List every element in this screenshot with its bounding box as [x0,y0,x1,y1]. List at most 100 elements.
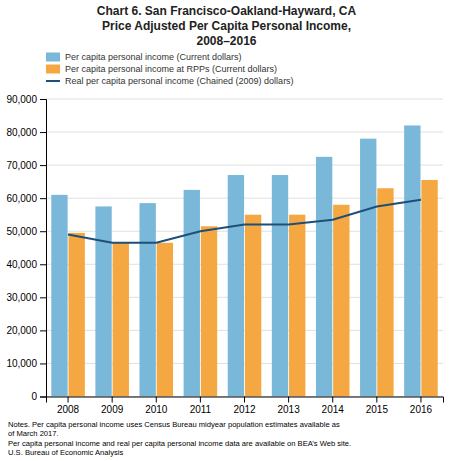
tick-mark [40,297,46,298]
tick-label: 2016 [410,404,433,415]
legend-item: Real per capita personal income (Chained… [46,76,294,86]
bar [201,226,217,396]
tick-label: 2014 [322,404,345,415]
tick: 2013 [277,397,300,415]
tick-label: 2008 [57,404,80,415]
annotation: Per capita personal income and real per … [8,439,351,448]
tick-label: 2012 [233,404,256,415]
bar [316,157,332,397]
tick-mark [420,397,421,403]
y-axis: 0 10,000 20,000 30,000 40,000 50,000 60,000 70,… [6,94,46,403]
tick: 20,000 [6,325,46,336]
tick-label: 60,000 [6,193,37,204]
tick: 2016 [410,397,433,415]
grid-line [46,99,443,100]
grid-line [46,132,443,133]
legend-label: Real per capita personal income (Chained… [65,76,294,86]
bar [95,206,111,396]
grid-line [46,165,443,166]
tick: 60,000 [6,193,46,204]
plot: 0 10,000 20,000 30,000 40,000 50,000 60,000 70,… [6,94,443,415]
tick-mark [40,99,46,100]
legend-label: Per capita personal income at RPPs (Curr… [65,64,277,74]
tick-mark [40,165,46,166]
legend-item: Per capita personal income (Current doll… [46,52,242,62]
grid [46,99,443,397]
legend-swatch [46,80,60,82]
tick-mark [40,363,46,364]
bar [228,175,244,396]
tick-label: 80,000 [6,127,37,138]
bar [51,195,67,397]
tick-mark [40,231,46,232]
annotation: U.S. Bureau of Economic Analysis [8,448,123,457]
tick-label: 90,000 [6,94,37,105]
tick-mark [40,198,46,199]
tick-label: 50,000 [6,226,37,237]
tick-mark [40,264,46,265]
tick: 40,000 [6,259,46,270]
line [68,200,421,243]
tick-mark [68,397,69,403]
tick: 50,000 [6,226,46,237]
tick: 10,000 [6,358,46,369]
bar [157,243,173,397]
tick-label: 2015 [366,404,389,415]
tick-label: 0 [31,391,37,402]
tick: 2014 [322,397,345,415]
tick-mark [288,397,289,403]
legend-item: Per capita personal income at RPPs (Curr… [46,64,277,74]
bar-series [51,125,420,396]
bar [360,139,376,397]
chart: Chart 6. San Francisco-Oakland-Hayward, … [0,0,453,461]
annotation: Notes. Per capita personal income uses C… [8,420,340,429]
legend-label: Per capita personal income (Current doll… [65,52,242,62]
marks [51,125,437,396]
tick: 2012 [233,397,256,415]
bar [333,205,349,397]
tick-label: 2013 [277,404,300,415]
tick: 80,000 [6,127,46,138]
bar [113,243,129,397]
tick: 70,000 [6,160,46,171]
bar [68,233,84,397]
bar [377,188,393,396]
tick-mark [112,397,113,403]
tick: 2009 [101,397,124,415]
tick-label: 2009 [101,404,124,415]
tick-mark [40,132,46,133]
tick-label: 70,000 [6,160,37,171]
tick: 0 [31,391,46,402]
legend-swatch [46,53,60,62]
tick-mark [200,397,201,403]
x-axis: 2008 2009 2010 2011 2012 2013 2014 2015 2016 [47,397,444,415]
tick-mark [376,397,377,403]
bar [245,215,261,397]
tick-mark [156,397,157,403]
tick-label: 2011 [190,404,212,415]
legend-swatch [46,65,60,74]
title: Chart 6. San Francisco-Oakland-Hayward, … [97,4,357,48]
tick: 30,000 [6,292,46,303]
bar [272,175,288,396]
bar [289,215,305,397]
legend: Per capita personal income (Current doll… [46,52,294,86]
tick-mark [40,330,46,331]
bar [184,190,200,397]
bar-series [68,180,437,397]
bar [421,180,437,397]
tick: 2008 [57,397,80,415]
tick-mark [40,397,46,398]
axis-line [47,397,444,403]
tick-label: 20,000 [6,325,37,336]
tick-label: 40,000 [6,259,37,270]
tick-label: 30,000 [6,292,37,303]
tick: 2015 [366,397,389,415]
tick-mark [244,397,245,403]
tick-mark [332,397,333,403]
tick: 2010 [145,397,168,415]
axis-line [40,100,47,398]
annotation: of March 2017. [8,429,59,438]
bar [404,125,420,396]
tick-label: 2010 [145,404,168,415]
